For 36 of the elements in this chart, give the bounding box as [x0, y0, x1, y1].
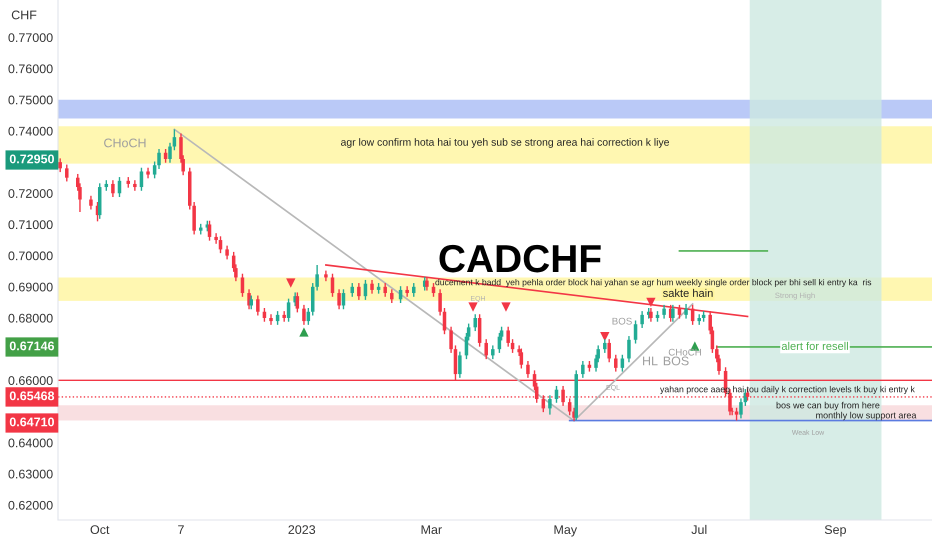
y-tick-label: 0.72000	[8, 189, 53, 198]
annotation: CHoCH	[104, 138, 146, 148]
x-tick-label: May	[554, 525, 578, 537]
text: CADCHF	[440, 244, 601, 272]
y-tick-label: 0.66000	[8, 376, 53, 385]
x-tick-label: 7	[178, 525, 184, 534]
y-tick-label: 0.68000	[8, 314, 53, 323]
y-tick-label: 0.62000	[8, 500, 53, 510]
y-tick-label: 0.77000	[8, 33, 53, 42]
y-tick-label: 0.75000	[8, 96, 53, 104]
y-tick-label: 0.76000	[8, 64, 53, 74]
annotation: CHoCH	[668, 348, 701, 356]
annotation: BOS	[612, 318, 632, 325]
x-tick-label: 2023	[288, 525, 316, 534]
annotation: monthly low support area	[816, 412, 916, 420]
y-tick-label: 0.63000	[8, 470, 53, 479]
y-tick-label: 0.71000	[8, 220, 53, 230]
y-tick-label: 0.74000	[8, 126, 53, 136]
annotation: HL	[643, 356, 658, 366]
y-axis-title: CHF	[12, 10, 36, 20]
y-tick-label: 0.64000	[8, 438, 53, 448]
annotation: bos we can buy from here	[776, 402, 880, 410]
annotation: sakte hain	[662, 288, 713, 297]
x-tick-label: Oct	[90, 525, 110, 534]
y-tick-label: 0.69000	[8, 282, 53, 292]
annotation: alert for resell	[782, 342, 848, 350]
text: 0.72950	[10, 154, 54, 164]
annotation: BOS	[664, 356, 689, 366]
text: 0.67146	[10, 342, 54, 350]
x-tick-label: Sep	[824, 525, 846, 537]
x-tick-label: Jul	[691, 524, 706, 534]
x-tick-label: Mar	[422, 525, 442, 534]
annotation: agr low confirm hota hai tou yeh sub se strong area hai correction k liye	[341, 138, 669, 148]
text: 0.64710	[10, 418, 54, 426]
ref-line-label: 0.65468	[10, 391, 54, 400]
y-tick-label: 0.70000	[8, 251, 53, 260]
